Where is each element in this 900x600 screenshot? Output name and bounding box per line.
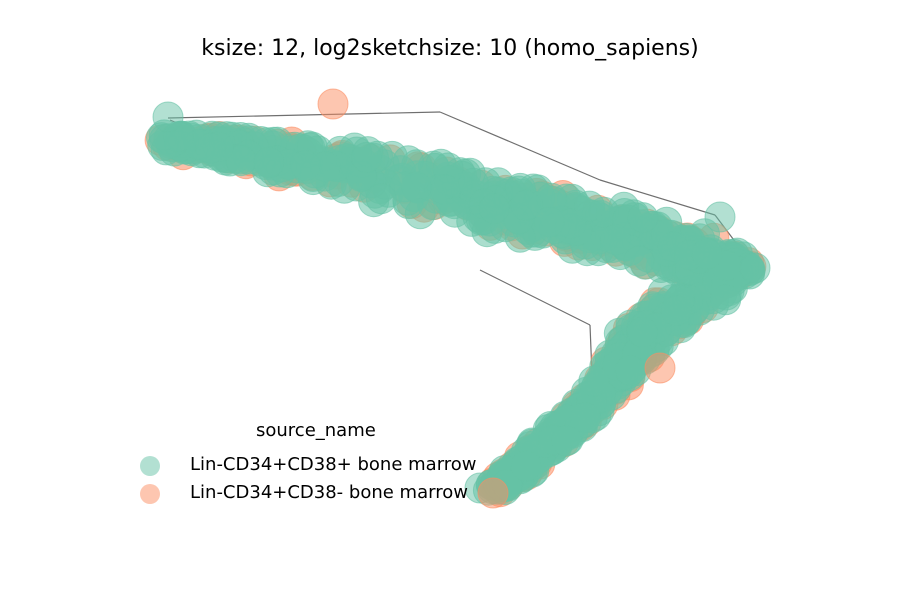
point-cd38-negative <box>644 352 676 384</box>
point-cd38-positive <box>739 252 771 284</box>
point-cd38-positive <box>710 284 742 316</box>
point-cd38-positive <box>392 145 424 177</box>
point-cd38-positive <box>478 193 510 225</box>
graph-edge <box>439 111 601 181</box>
point-cd38-positive <box>704 201 736 233</box>
point-cd38-positive <box>660 295 692 327</box>
point-cd38-positive <box>400 171 432 203</box>
point-cd38-positive <box>195 132 227 164</box>
point-cd38-positive <box>510 190 542 221</box>
point-cd38-positive <box>253 146 285 178</box>
point-cd38-positive <box>510 450 542 482</box>
chart-title: ksize: 12, log2sketchsize: 10 (homo_sapi… <box>201 36 699 61</box>
point-cd38-positive <box>404 198 436 230</box>
graph-edge <box>167 111 441 119</box>
point-cd38-positive <box>550 425 582 457</box>
point-cd38-positive <box>351 141 383 173</box>
point-cd38-positive <box>600 224 632 255</box>
legend-marker-cd38-positive <box>140 456 160 476</box>
point-cd38-positive <box>626 316 658 348</box>
point-cd38-positive <box>439 196 471 228</box>
point-cd38-positive <box>691 238 723 270</box>
point-cd38-positive <box>578 365 610 397</box>
point-cd38-positive <box>623 245 655 277</box>
point-cd38-positive <box>289 150 321 181</box>
point-cd38-positive <box>614 355 646 386</box>
legend-label-cd38-negative: Lin-CD34+CD38- bone marrow <box>190 482 468 503</box>
point-cd38-positive <box>534 206 565 238</box>
legend-label-cd38-positive: Lin-CD34+CD38+ bone marrow <box>190 454 477 475</box>
graph-edge <box>599 179 716 216</box>
point-cd38-negative <box>317 88 349 120</box>
point-cd38-positive <box>574 190 605 222</box>
legend-title: source_name <box>256 420 376 441</box>
point-cd38-positive <box>365 183 397 215</box>
legend-marker-cd38-negative <box>140 484 160 504</box>
point-cd38-positive <box>152 101 184 133</box>
point-cd38-positive <box>627 202 659 234</box>
point-cd38-negative <box>477 477 509 509</box>
point-cd38-positive <box>569 402 601 433</box>
graph-edge <box>479 269 591 326</box>
